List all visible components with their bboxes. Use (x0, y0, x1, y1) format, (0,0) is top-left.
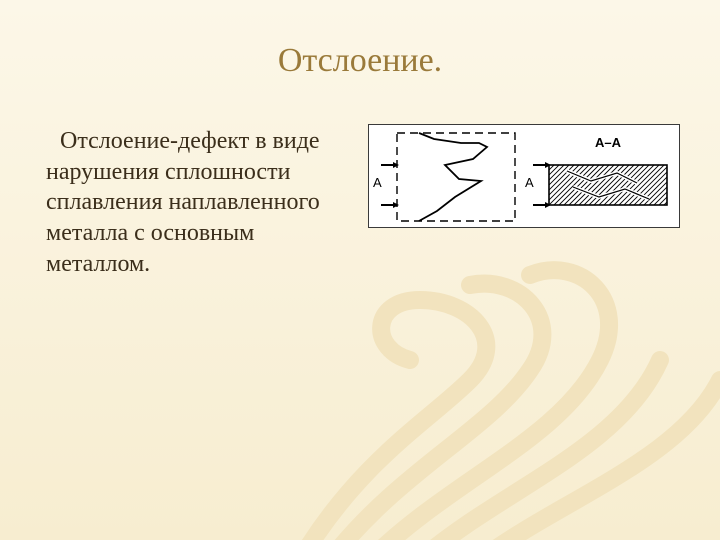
svg-text:А: А (373, 175, 382, 190)
figure-svg: А А–А А (369, 125, 681, 229)
technical-figure: А А–А А (368, 124, 680, 228)
svg-text:А: А (525, 175, 534, 190)
slide-body: Отслоение-дефект в виде нарушения сплошн… (46, 126, 356, 280)
slide-title: Отслоение. (0, 42, 720, 80)
svg-text:А–А: А–А (595, 135, 622, 150)
slide: Отслоение. Отслоение-дефект в виде наруш… (0, 0, 720, 540)
